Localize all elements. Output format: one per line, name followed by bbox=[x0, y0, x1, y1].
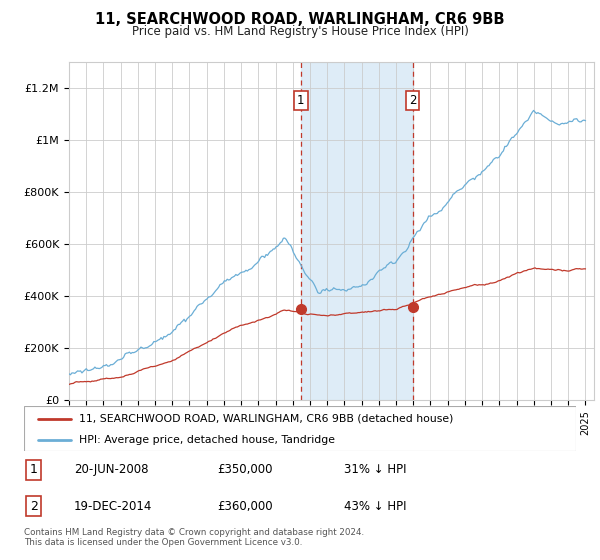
Text: £360,000: £360,000 bbox=[217, 500, 273, 512]
Text: 19-DEC-2014: 19-DEC-2014 bbox=[74, 500, 152, 512]
Text: £350,000: £350,000 bbox=[217, 463, 272, 476]
Text: 31% ↓ HPI: 31% ↓ HPI bbox=[344, 463, 407, 476]
Text: 20-JUN-2008: 20-JUN-2008 bbox=[74, 463, 148, 476]
Text: 11, SEARCHWOOD ROAD, WARLINGHAM, CR6 9BB (detached house): 11, SEARCHWOOD ROAD, WARLINGHAM, CR6 9BB… bbox=[79, 413, 454, 423]
Text: 2: 2 bbox=[30, 500, 38, 512]
Text: 43% ↓ HPI: 43% ↓ HPI bbox=[344, 500, 407, 512]
Text: Price paid vs. HM Land Registry's House Price Index (HPI): Price paid vs. HM Land Registry's House … bbox=[131, 25, 469, 38]
Text: HPI: Average price, detached house, Tandridge: HPI: Average price, detached house, Tand… bbox=[79, 435, 335, 445]
Text: 11, SEARCHWOOD ROAD, WARLINGHAM, CR6 9BB: 11, SEARCHWOOD ROAD, WARLINGHAM, CR6 9BB bbox=[95, 12, 505, 27]
FancyBboxPatch shape bbox=[24, 406, 576, 451]
Bar bbox=[301, 62, 413, 400]
Text: 2: 2 bbox=[409, 94, 416, 107]
Text: 1: 1 bbox=[30, 463, 38, 476]
Text: 1: 1 bbox=[297, 94, 305, 107]
Text: Contains HM Land Registry data © Crown copyright and database right 2024.
This d: Contains HM Land Registry data © Crown c… bbox=[24, 528, 364, 547]
